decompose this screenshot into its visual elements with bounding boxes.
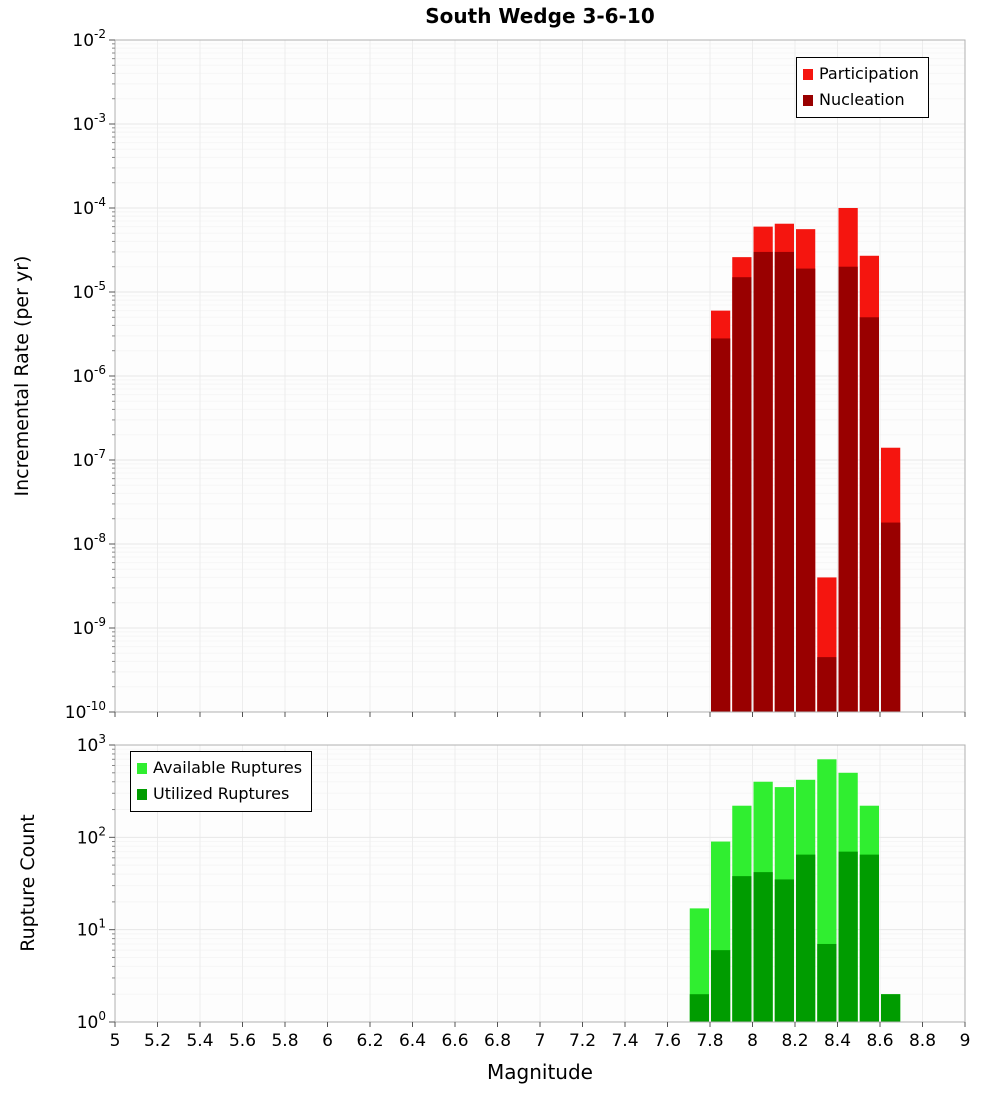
- x-tick-label: 5.8: [271, 1031, 298, 1051]
- bar-nucleation-m8.05: [753, 251, 773, 712]
- bar-nucleation-m8.35: [817, 657, 837, 712]
- x-tick-label: 8.4: [824, 1031, 851, 1051]
- legend-label-utilized-ruptures: Utilized Ruptures: [153, 784, 290, 803]
- bar-nucleation-m7.95: [732, 277, 752, 712]
- x-tick-label: 8.6: [866, 1031, 893, 1051]
- chart-title: South Wedge 3-6-10: [425, 4, 655, 28]
- bar-nucleation-m7.85: [711, 338, 731, 712]
- y-tick-label: 100: [77, 1009, 106, 1033]
- legend-item-utilized-ruptures: Utilized Ruptures: [137, 781, 302, 807]
- bar-utilized-ruptures-m8.55: [859, 854, 879, 1022]
- bar-utilized-ruptures-m8.45: [838, 851, 858, 1022]
- bar-nucleation-m8.45: [838, 266, 858, 712]
- x-tick-label: 9: [960, 1031, 971, 1051]
- legend-label-available-ruptures: Available Ruptures: [153, 758, 303, 777]
- x-tick-label: 5.4: [186, 1031, 213, 1051]
- x-tick-label: 6.8: [484, 1031, 511, 1051]
- bar-utilized-ruptures-m8.65: [881, 994, 901, 1022]
- legend-item-nucleation: Nucleation: [803, 87, 919, 113]
- y-tick-label: 10-8: [72, 531, 106, 555]
- y-tick-label: 101: [77, 917, 106, 941]
- utilized-ruptures-swatch: [137, 788, 147, 800]
- bar-utilized-ruptures-m8.25: [796, 854, 816, 1022]
- x-tick-label: 6: [322, 1031, 333, 1051]
- legend-ruptures: Available Ruptures Utilized Ruptures: [130, 751, 313, 812]
- legend-item-available-ruptures: Available Ruptures: [137, 755, 302, 781]
- x-tick-label: 7.4: [611, 1031, 638, 1051]
- x-tick-label: 7.2: [569, 1031, 596, 1051]
- y-tick-label: 10-7: [72, 447, 106, 471]
- subplot-1: 5 5.2 5.4 5.6 5.8 6 6.2 6.4 6.6 6.8 7 7.2 7.4 7.6 7.8 8…: [77, 732, 971, 1051]
- x-axis-label: Magnitude: [487, 1060, 593, 1084]
- subplot-0: 10-2 10-3 10-4 10-5 10-6 10-7 10-8 10-9 10-10: [65, 27, 966, 723]
- y-tick-label: 10-3: [72, 111, 106, 135]
- x-tick-label: 7.8: [696, 1031, 723, 1051]
- legend-item-participation: Participation: [803, 61, 919, 87]
- x-tick-label: 6.6: [441, 1031, 468, 1051]
- bottom-y-axis-label: Rupture Count: [17, 814, 39, 952]
- bar-utilized-ruptures-m7.85: [711, 950, 731, 1022]
- x-tick-label: 5.6: [229, 1031, 256, 1051]
- bar-utilized-ruptures-m8.35: [817, 943, 837, 1022]
- x-tick-label: 5: [110, 1031, 121, 1051]
- y-tick-label: 10-4: [72, 195, 106, 219]
- bar-nucleation-m8.65: [881, 522, 901, 712]
- bar-nucleation-m8.15: [774, 251, 794, 712]
- bar-utilized-ruptures-m7.75: [689, 994, 709, 1022]
- bar-nucleation-m8.55: [859, 317, 879, 712]
- legend-label-participation: Participation: [819, 64, 919, 83]
- y-tick-label: 10-9: [72, 615, 106, 639]
- top-y-axis-label: Incremental Rate (per yr): [11, 255, 33, 497]
- y-tick-label: 10-2: [72, 27, 106, 51]
- x-tick-label: 6.4: [399, 1031, 426, 1051]
- bar-utilized-ruptures-m8.05: [753, 872, 773, 1022]
- bar-utilized-ruptures-m7.95: [732, 876, 752, 1022]
- x-tick-label: 7: [535, 1031, 546, 1051]
- available-ruptures-swatch: [137, 762, 147, 774]
- legend-rate: Participation Nucleation: [796, 57, 929, 118]
- x-tick-label: 6.2: [356, 1031, 383, 1051]
- x-tick-label: 5.2: [144, 1031, 171, 1051]
- bar-nucleation-m8.25: [796, 268, 816, 712]
- y-tick-label: 10-6: [72, 363, 106, 387]
- y-tick-label: 103: [77, 732, 106, 756]
- legend-label-nucleation: Nucleation: [819, 90, 905, 109]
- x-tick-label: 8.8: [909, 1031, 936, 1051]
- nucleation-swatch: [803, 94, 813, 106]
- x-tick-label: 8.2: [781, 1031, 808, 1051]
- y-tick-label: 102: [77, 824, 106, 848]
- x-tick-label: 8: [747, 1031, 758, 1051]
- participation-swatch: [803, 68, 813, 80]
- bar-available-ruptures-m7.75: [689, 908, 709, 1022]
- y-tick-label: 10-5: [72, 279, 106, 303]
- x-tick-label: 7.6: [654, 1031, 681, 1051]
- bar-utilized-ruptures-m8.15: [774, 879, 794, 1022]
- y-tick-label: 10-10: [65, 699, 106, 723]
